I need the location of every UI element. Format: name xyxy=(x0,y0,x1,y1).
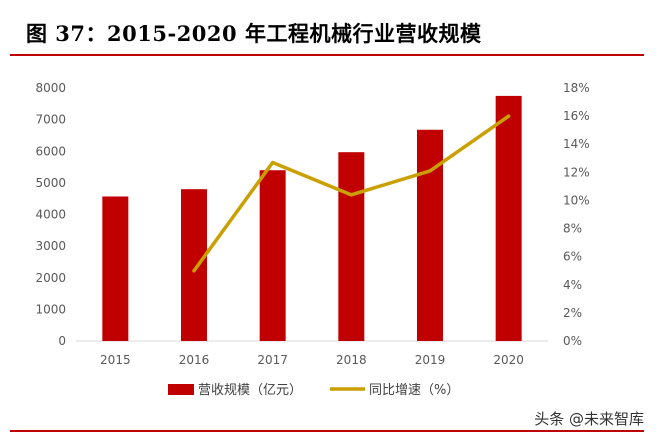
left-tick-label: 5000 xyxy=(35,176,66,190)
left-tick-label: 1000 xyxy=(35,302,66,316)
x-tick-label: 2015 xyxy=(100,353,131,367)
right-tick-label: 6% xyxy=(563,250,582,264)
legend: 营收规模（亿元） 同比增速（%） xyxy=(168,383,459,398)
x-tick-label: 2016 xyxy=(179,353,210,367)
x-tick-label: 2019 xyxy=(415,353,446,367)
bar-2016 xyxy=(181,189,207,341)
bar-series xyxy=(102,95,522,341)
bar-2015 xyxy=(102,196,129,341)
legend-bar-swatch xyxy=(168,384,194,395)
growth-point-2018 xyxy=(349,193,353,197)
x-tick-label: 2020 xyxy=(493,353,524,367)
growth-point-2019 xyxy=(428,169,432,173)
right-tick-label: 2% xyxy=(563,306,582,320)
right-tick-label: 0% xyxy=(563,334,582,348)
left-tick-label: 0 xyxy=(58,334,66,348)
x-axis: 2015 2016 2017 2018 2019 2020 xyxy=(76,340,548,367)
right-axis: 0% 2% 4% 6% 8% 10% 12% 14% 16% 18% xyxy=(563,81,590,348)
right-tick-label: 4% xyxy=(563,278,582,292)
left-tick-label: 4000 xyxy=(35,208,66,222)
growth-point-2017 xyxy=(271,160,275,164)
bar-2020 xyxy=(495,95,522,341)
right-tick-label: 12% xyxy=(563,165,590,179)
bar-2018 xyxy=(338,152,365,341)
left-tick-label: 8000 xyxy=(35,81,66,95)
left-tick-label: 3000 xyxy=(35,239,66,253)
bar-2019 xyxy=(417,129,443,341)
watermark: 头条 @未来智库 xyxy=(534,410,644,428)
left-axis: 0 1000 2000 3000 4000 5000 6000 7000 8000 xyxy=(35,81,66,348)
left-tick-label: 2000 xyxy=(35,271,66,285)
right-tick-label: 8% xyxy=(563,222,582,236)
x-tick-label: 2017 xyxy=(257,353,288,367)
growth-point-2020 xyxy=(507,114,511,118)
legend-line-label: 同比增速（%） xyxy=(369,383,459,398)
left-tick-label: 7000 xyxy=(35,113,66,127)
bottom-rule xyxy=(10,430,644,432)
x-tick-label: 2018 xyxy=(336,353,367,367)
bar-2017 xyxy=(259,170,286,341)
right-tick-label: 14% xyxy=(563,137,590,151)
left-tick-label: 6000 xyxy=(35,144,66,158)
right-tick-label: 16% xyxy=(563,109,590,123)
legend-bar-label: 营收规模（亿元） xyxy=(198,383,302,398)
figure-title: 图 37：2015-2020 年工程机械行业营收规模 xyxy=(26,21,482,46)
growth-point-2016 xyxy=(192,269,196,273)
right-tick-label: 10% xyxy=(563,193,590,207)
title-underline xyxy=(10,54,644,56)
right-tick-label: 18% xyxy=(563,81,590,95)
line-series xyxy=(192,114,511,273)
